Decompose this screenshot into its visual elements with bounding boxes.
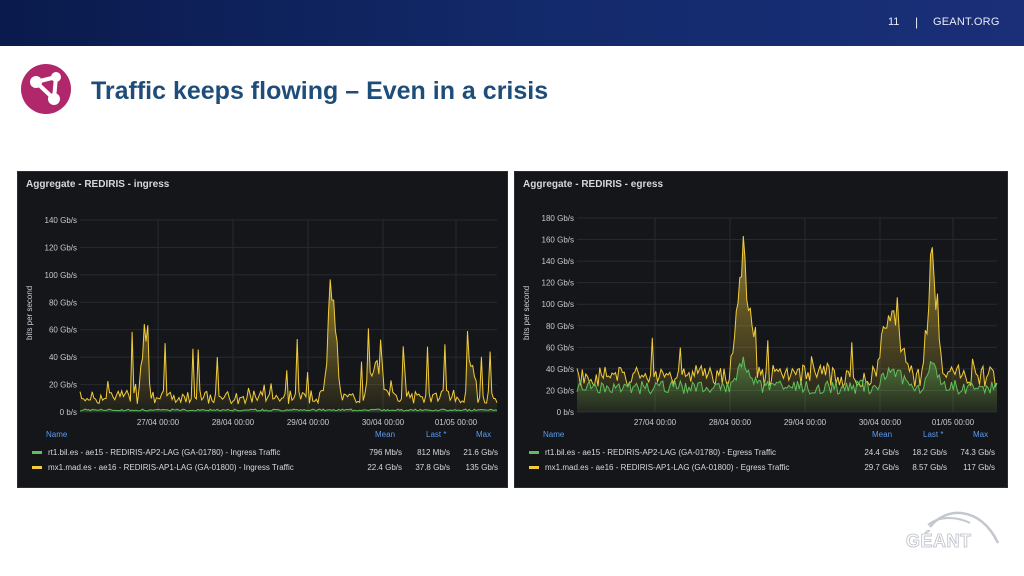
x-tick-label: 29/04 00:00 bbox=[287, 418, 330, 427]
x-tick-label: 27/04 00:00 bbox=[137, 418, 180, 427]
y-tick-label: 80 Gb/s bbox=[49, 298, 77, 307]
y-tick-label: 160 Gb/s bbox=[542, 236, 574, 245]
y-tick-label: 120 Gb/s bbox=[45, 243, 77, 252]
x-tick-label: 28/04 00:00 bbox=[212, 418, 255, 427]
legend-mean-value: 24.4 Gb/s bbox=[864, 448, 899, 457]
x-tick-label: 30/04 00:00 bbox=[859, 418, 902, 427]
y-tick-label: 140 Gb/s bbox=[542, 257, 574, 266]
legend-series-yellow[interactable]: mx1.mad.es - ae16 - REDIRIS-AP1-LAG (GA-… bbox=[529, 463, 789, 472]
x-tick-label: 01/05 00:00 bbox=[435, 418, 478, 427]
legend-last-value: 18.2 Gb/s bbox=[912, 448, 947, 457]
legend-mean-header[interactable]: Mean bbox=[375, 430, 396, 439]
y-tick-label: 40 Gb/s bbox=[546, 365, 574, 374]
series-name: mx1.mad.es - ae16 - REDIRIS-AP1-LAG (GA-… bbox=[545, 463, 790, 472]
y-tick-label: 20 Gb/s bbox=[546, 386, 574, 395]
legend-last-value: 8.57 Gb/s bbox=[912, 463, 947, 472]
y-tick-label: 40 Gb/s bbox=[49, 353, 77, 362]
legend-max-value: 117 Gb/s bbox=[963, 463, 995, 472]
slide-title: Traffic keeps flowing – Even in a crisis bbox=[91, 77, 549, 105]
y-tick-label: 100 Gb/s bbox=[542, 300, 574, 309]
y-tick-label: 0 b/s bbox=[557, 408, 574, 417]
legend-max-value: 21.6 Gb/s bbox=[463, 448, 498, 457]
y-tick-label: 60 Gb/s bbox=[546, 343, 574, 352]
panel-title[interactable]: Aggregate - REDIRIS - egress bbox=[523, 179, 664, 190]
legend-mean-header[interactable]: Mean bbox=[872, 430, 893, 439]
legend-last-header[interactable]: Last * bbox=[426, 430, 447, 439]
yellow-series-line bbox=[576, 235, 998, 389]
y-tick-label: 180 Gb/s bbox=[542, 214, 574, 223]
page-number: 11 bbox=[888, 16, 900, 28]
x-tick-label: 28/04 00:00 bbox=[709, 418, 752, 427]
x-tick-label: 30/04 00:00 bbox=[362, 418, 405, 427]
y-tick-label: 140 Gb/s bbox=[45, 216, 77, 225]
y-tick-label: 100 Gb/s bbox=[45, 271, 77, 280]
legend-mean-value: 796 Mb/s bbox=[369, 448, 402, 457]
y-tick-label: 60 Gb/s bbox=[49, 326, 77, 335]
y-tick-label: 0 b/s bbox=[60, 408, 77, 417]
y-tick-label: 80 Gb/s bbox=[546, 322, 574, 331]
yellow-series-area bbox=[80, 279, 497, 412]
network-icon bbox=[21, 64, 71, 114]
series-name: rt1.bil.es - ae15 - REDIRIS-AP2-LAG (GA-… bbox=[545, 448, 777, 457]
legend-name-header[interactable]: Name bbox=[46, 430, 68, 439]
panel-title[interactable]: Aggregate - REDIRIS - ingress bbox=[26, 179, 170, 190]
green-series-line bbox=[576, 356, 998, 395]
geant-logo-icon bbox=[927, 511, 1000, 544]
geant-logo-text: GÉANT bbox=[906, 531, 972, 552]
ingress-panel[interactable]: Aggregate - REDIRIS - ingress bits per s… bbox=[17, 171, 508, 488]
yellow-series-line bbox=[79, 279, 498, 406]
series-name: mx1.mad.es - ae16 - REDIRIS-AP1-LAG (GA-… bbox=[48, 463, 294, 472]
legend-mean-value: 22.4 Gb/s bbox=[367, 463, 402, 472]
series-name: rt1.bil.es - ae15 - REDIRIS-AP2-LAG (GA-… bbox=[48, 448, 281, 457]
header-bar: 11 | GEANT.ORG bbox=[0, 0, 1024, 46]
legend-last-header[interactable]: Last * bbox=[923, 430, 944, 439]
legend-name-header[interactable]: Name bbox=[543, 430, 565, 439]
legend-last-value: 812 Mb/s bbox=[417, 448, 450, 457]
legend-max-value: 135 Gb/s bbox=[465, 463, 498, 472]
green-series-line bbox=[79, 408, 498, 412]
header-separator: | bbox=[915, 15, 919, 29]
legend-max-header[interactable]: Max bbox=[973, 430, 989, 439]
legend-series-green[interactable]: rt1.bil.es - ae15 - REDIRIS-AP2-LAG (GA-… bbox=[529, 448, 776, 457]
x-tick-label: 27/04 00:00 bbox=[634, 418, 677, 427]
egress-chart[interactable]: 180 Gb/s 160 Gb/s 140 Gb/s 120 Gb/s 100 Gb/s… bbox=[515, 172, 1007, 487]
yellow-series-area bbox=[577, 236, 997, 412]
legend-max-header[interactable]: Max bbox=[476, 430, 492, 439]
legend-max-value: 74.3 Gb/s bbox=[960, 448, 995, 457]
series-color-swatch bbox=[32, 466, 42, 470]
x-tick-label: 01/05 00:00 bbox=[932, 418, 975, 427]
legend-series-green[interactable]: rt1.bil.es - ae15 - REDIRIS-AP2-LAG (GA-… bbox=[32, 448, 280, 457]
y-tick-label: 20 Gb/s bbox=[49, 381, 77, 390]
y-tick-label: 120 Gb/s bbox=[542, 279, 574, 288]
egress-panel[interactable]: Aggregate - REDIRIS - egress bits per se… bbox=[514, 171, 1008, 488]
series-color-swatch bbox=[529, 466, 539, 470]
site-link[interactable]: GEANT.ORG bbox=[933, 16, 1000, 28]
legend-mean-value: 29.7 Gb/s bbox=[864, 463, 899, 472]
series-color-swatch bbox=[529, 451, 539, 455]
ingress-chart[interactable]: 140 Gb/s 120 Gb/s 100 Gb/s 80 Gb/s 60 Gb/s 40… bbox=[18, 172, 507, 487]
series-color-swatch bbox=[32, 451, 42, 455]
x-tick-label: 29/04 00:00 bbox=[784, 418, 827, 427]
legend-series-yellow[interactable]: mx1.mad.es - ae16 - REDIRIS-AP1-LAG (GA-… bbox=[32, 463, 294, 472]
legend-last-value: 37.8 Gb/s bbox=[415, 463, 450, 472]
